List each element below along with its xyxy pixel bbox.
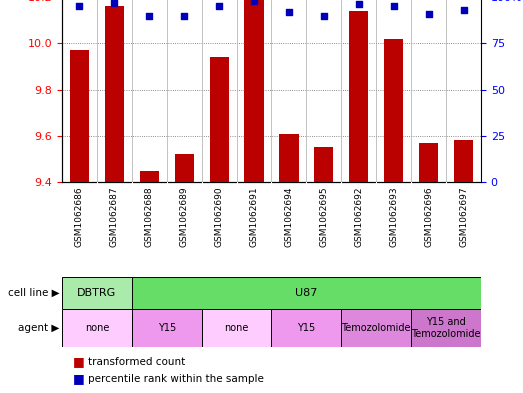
Bar [454,140,473,182]
Bar [349,11,368,182]
Text: transformed count: transformed count [88,357,185,367]
Text: GSM1062692: GSM1062692 [354,187,363,247]
Text: GSM1062695: GSM1062695 [320,187,328,248]
Text: none: none [85,323,109,333]
Point [215,3,223,9]
Text: ■: ■ [73,355,84,368]
Text: Temozolomide: Temozolomide [342,323,411,333]
Bar [210,57,229,182]
Point [110,0,119,6]
Point [459,7,468,13]
Text: GSM1062686: GSM1062686 [75,187,84,248]
Bar [271,309,342,347]
Text: GSM1062693: GSM1062693 [389,187,398,248]
Point [390,3,398,9]
Bar [62,309,132,347]
Bar [105,6,124,182]
Text: agent ▶: agent ▶ [18,323,60,333]
Text: Y15 and
Temozolomide: Y15 and Temozolomide [411,317,481,339]
Text: GSM1062696: GSM1062696 [424,187,433,248]
Text: percentile rank within the sample: percentile rank within the sample [88,374,264,384]
Text: GSM1062691: GSM1062691 [249,187,258,248]
Point [285,9,293,15]
Text: U87: U87 [295,288,317,298]
Point [145,13,153,19]
Text: GSM1062697: GSM1062697 [459,187,468,248]
Text: GSM1062689: GSM1062689 [180,187,189,248]
Point [425,11,433,17]
Text: GSM1062687: GSM1062687 [110,187,119,248]
Point [355,1,363,7]
Text: Y15: Y15 [297,323,315,333]
Text: none: none [224,323,249,333]
Text: DBTRG: DBTRG [77,288,117,298]
Bar [140,171,159,182]
Text: Y15: Y15 [157,323,176,333]
Bar [384,39,403,182]
Point [180,13,188,19]
Bar [342,309,411,347]
Bar [132,309,202,347]
Bar [314,147,334,182]
Bar [132,277,481,309]
Bar [411,309,481,347]
Point [75,3,84,9]
Bar [244,0,264,182]
Bar [419,143,438,182]
Text: GSM1062688: GSM1062688 [145,187,154,248]
Text: GSM1062690: GSM1062690 [214,187,224,248]
Bar [279,134,299,182]
Bar [70,50,89,182]
Point [250,0,258,4]
Text: cell line ▶: cell line ▶ [8,288,60,298]
Bar [202,309,271,347]
Text: GSM1062694: GSM1062694 [285,187,293,247]
Bar [175,154,194,182]
Bar [62,277,132,309]
Text: ■: ■ [73,372,84,385]
Point [320,13,328,19]
